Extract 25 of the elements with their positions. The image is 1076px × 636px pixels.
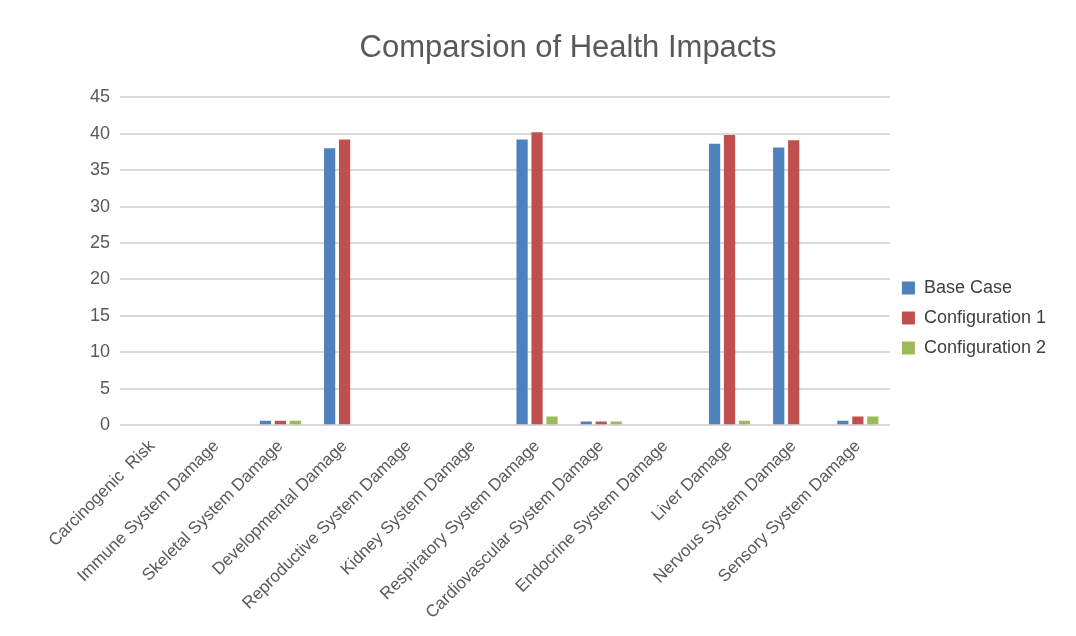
bar xyxy=(531,132,543,425)
legend-label: Configuration 2 xyxy=(923,336,1047,357)
y-tick-label: 10 xyxy=(89,341,111,362)
y-tick-label: 5 xyxy=(100,377,111,398)
bar xyxy=(788,140,800,425)
y-tick-label: 20 xyxy=(89,268,111,289)
bar xyxy=(723,135,736,425)
y-tick-label: 30 xyxy=(89,195,111,216)
y-tick-label: 25 xyxy=(89,231,111,252)
bar xyxy=(708,143,721,425)
bar xyxy=(773,147,785,425)
y-tick-label: 0 xyxy=(100,414,111,435)
y-tick-label: 45 xyxy=(89,86,111,107)
y-tick-label: 15 xyxy=(89,304,111,325)
y-tick-label: 40 xyxy=(89,122,111,143)
legend-label: Base Case xyxy=(923,276,1012,297)
bar xyxy=(546,416,558,425)
bar xyxy=(516,139,528,425)
y-tick-label: 35 xyxy=(89,159,111,180)
bar xyxy=(338,139,351,425)
bar xyxy=(323,148,336,425)
legend-label: Configuration 1 xyxy=(923,306,1047,327)
bar xyxy=(852,416,864,425)
bar xyxy=(867,416,879,425)
chart-title: Comparsion of Health Impacts xyxy=(359,29,777,65)
